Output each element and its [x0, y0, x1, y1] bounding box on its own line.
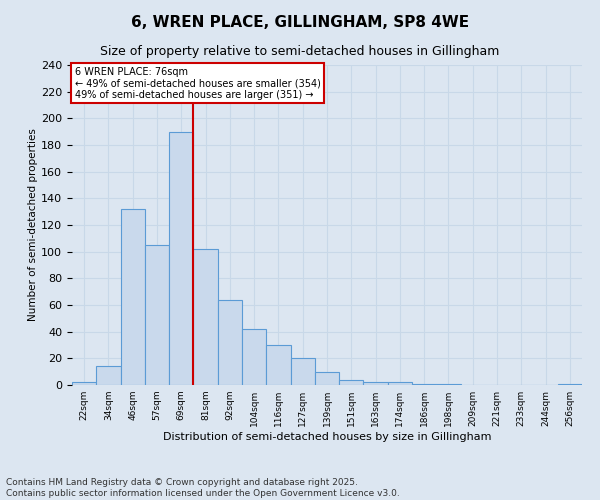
- Bar: [266, 345, 290, 385]
- Bar: [412, 384, 436, 385]
- X-axis label: Distribution of semi-detached houses by size in Gillingham: Distribution of semi-detached houses by …: [163, 432, 491, 442]
- Text: 6, WREN PLACE, GILLINGHAM, SP8 4WE: 6, WREN PLACE, GILLINGHAM, SP8 4WE: [131, 15, 469, 30]
- Bar: [339, 380, 364, 385]
- Bar: [121, 209, 145, 385]
- Bar: [96, 366, 121, 385]
- Text: Contains HM Land Registry data © Crown copyright and database right 2025.
Contai: Contains HM Land Registry data © Crown c…: [6, 478, 400, 498]
- Bar: [145, 245, 169, 385]
- Bar: [436, 384, 461, 385]
- Text: Size of property relative to semi-detached houses in Gillingham: Size of property relative to semi-detach…: [100, 45, 500, 58]
- Bar: [193, 249, 218, 385]
- Bar: [242, 329, 266, 385]
- Text: 6 WREN PLACE: 76sqm
← 49% of semi-detached houses are smaller (354)
49% of semi-: 6 WREN PLACE: 76sqm ← 49% of semi-detach…: [74, 66, 320, 100]
- Bar: [218, 300, 242, 385]
- Bar: [169, 132, 193, 385]
- Y-axis label: Number of semi-detached properties: Number of semi-detached properties: [28, 128, 38, 322]
- Bar: [364, 382, 388, 385]
- Bar: [558, 384, 582, 385]
- Bar: [315, 372, 339, 385]
- Bar: [72, 382, 96, 385]
- Bar: [290, 358, 315, 385]
- Bar: [388, 382, 412, 385]
